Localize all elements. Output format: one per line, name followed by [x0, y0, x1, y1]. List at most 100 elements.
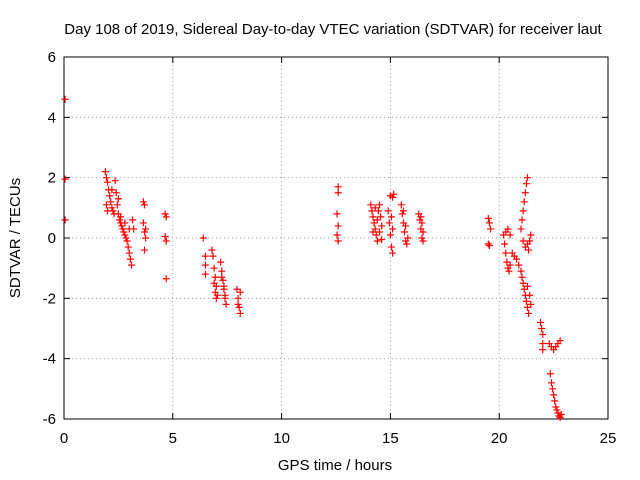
- data-point: [553, 406, 561, 414]
- data-point: [112, 189, 120, 197]
- data-point: [527, 300, 535, 308]
- data-point: [398, 210, 406, 218]
- chart-title: Day 108 of 2019, Sidereal Day-to-day VTE…: [64, 21, 602, 38]
- data-point: [124, 243, 132, 251]
- data-point: [221, 291, 229, 299]
- data-point: [402, 222, 410, 230]
- data-point: [106, 192, 114, 200]
- data-point: [222, 300, 230, 308]
- data-point: [218, 273, 226, 281]
- data-point: [119, 225, 127, 233]
- data-point: [523, 303, 531, 311]
- data-point: [378, 236, 386, 244]
- y-tick-label: 2: [48, 170, 56, 187]
- data-markers: [61, 95, 565, 421]
- data-point: [503, 258, 511, 266]
- data-point: [546, 370, 554, 378]
- data-point: [485, 219, 493, 227]
- data-point: [115, 216, 123, 224]
- data-point: [517, 225, 525, 233]
- data-point: [201, 270, 209, 278]
- data-point: [125, 249, 133, 257]
- x-tick-label: 25: [600, 430, 617, 447]
- data-point: [505, 267, 513, 275]
- data-point: [102, 174, 110, 182]
- data-point: [551, 397, 559, 405]
- data-point: [518, 216, 526, 224]
- data-point: [506, 261, 514, 269]
- data-point: [404, 234, 412, 242]
- data-point: [211, 273, 219, 281]
- data-point: [552, 403, 560, 411]
- data-point: [333, 210, 341, 218]
- data-point: [126, 255, 134, 263]
- data-point: [515, 261, 523, 269]
- data-point: [162, 213, 170, 221]
- y-tick-label: -4: [43, 351, 56, 368]
- data-point: [419, 237, 427, 245]
- data-point: [371, 204, 379, 212]
- data-point: [389, 193, 397, 201]
- data-point: [525, 309, 533, 317]
- data-point: [526, 237, 534, 245]
- data-point: [501, 240, 509, 248]
- data-point: [403, 240, 411, 248]
- data-point: [218, 267, 226, 275]
- data-point: [401, 228, 409, 236]
- x-tick-label: 5: [169, 430, 177, 447]
- data-point: [557, 410, 565, 418]
- data-point: [219, 276, 227, 284]
- x-axis-label: GPS time / hours: [278, 457, 392, 474]
- data-point: [61, 216, 69, 224]
- data-point: [384, 207, 392, 215]
- data-point: [504, 225, 512, 233]
- data-point: [518, 273, 526, 281]
- data-point: [117, 213, 125, 221]
- data-point: [208, 246, 216, 254]
- y-tick-label: 4: [48, 109, 56, 126]
- data-point: [162, 237, 170, 245]
- data-point: [418, 219, 426, 227]
- data-point: [519, 237, 527, 245]
- data-point: [121, 231, 129, 239]
- data-point: [367, 201, 375, 209]
- data-point: [526, 291, 534, 299]
- data-point: [139, 198, 147, 206]
- data-point: [114, 195, 122, 203]
- data-point: [199, 234, 207, 242]
- data-point: [419, 228, 427, 236]
- data-point: [549, 385, 557, 393]
- data-point: [210, 264, 218, 272]
- data-point: [376, 201, 384, 209]
- data-point: [61, 95, 69, 103]
- x-tick-label: 0: [60, 430, 68, 447]
- data-point: [519, 279, 527, 287]
- data-point: [107, 198, 115, 206]
- data-point: [162, 275, 170, 283]
- data-point: [386, 231, 394, 239]
- data-point: [217, 258, 225, 266]
- data-point: [212, 294, 220, 302]
- data-point: [142, 234, 150, 242]
- data-point: [120, 228, 128, 236]
- data-point: [201, 252, 209, 260]
- data-point: [522, 297, 530, 305]
- data-point: [523, 282, 531, 290]
- y-axis-label: SDTVAR / TECUs: [7, 178, 24, 298]
- data-point: [233, 285, 241, 293]
- data-point: [334, 222, 342, 230]
- data-point: [556, 337, 564, 345]
- data-point: [334, 189, 342, 197]
- y-tick-label: 6: [48, 49, 56, 66]
- data-point: [547, 379, 555, 387]
- data-point: [141, 228, 149, 236]
- data-point: [121, 219, 129, 227]
- data-point: [374, 207, 382, 215]
- data-point: [399, 207, 407, 215]
- data-point: [334, 183, 342, 191]
- data-point: [520, 285, 528, 293]
- x-tick-labels: 0 5 10 15 20 25: [60, 430, 617, 447]
- data-point: [368, 207, 376, 215]
- data-point: [234, 300, 242, 308]
